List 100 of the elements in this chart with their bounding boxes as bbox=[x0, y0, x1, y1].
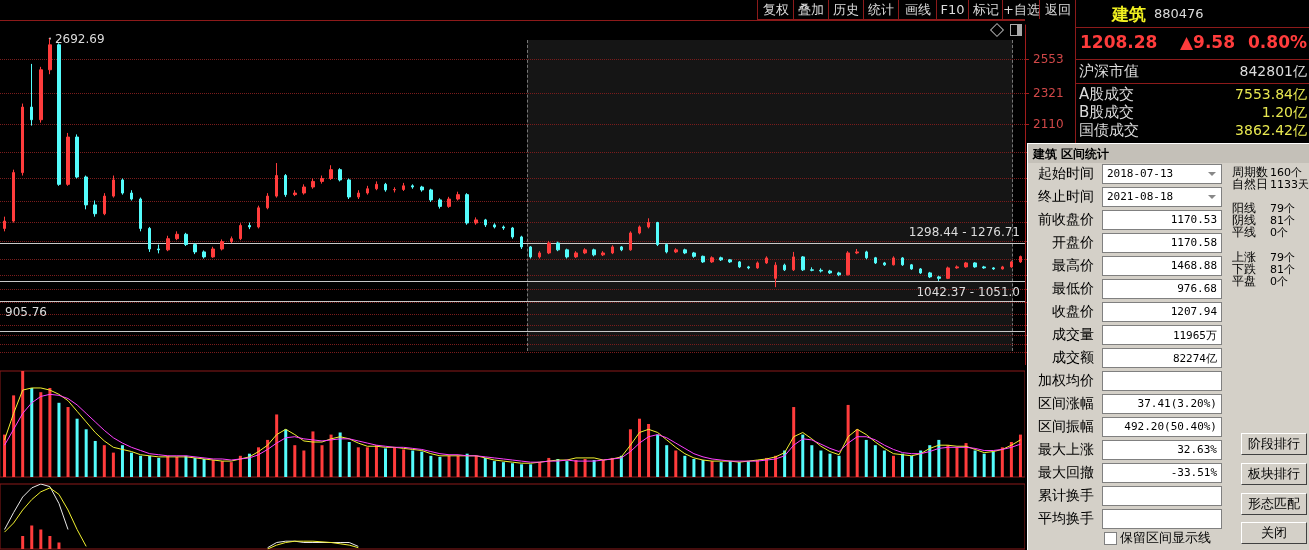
candlestick bbox=[883, 261, 886, 267]
bar bbox=[955, 447, 959, 477]
candlestick bbox=[447, 196, 451, 209]
text: 82274亿 bbox=[1172, 351, 1217, 366]
text: 2021-08-18 bbox=[1107, 190, 1174, 203]
candlestick bbox=[429, 188, 433, 203]
bar bbox=[674, 450, 678, 477]
text: 2018-07-13 bbox=[1107, 167, 1174, 180]
text: 平均换手 bbox=[1037, 510, 1094, 528]
bar bbox=[384, 448, 388, 477]
candlestick bbox=[121, 177, 124, 196]
text: 最大上涨 bbox=[1037, 441, 1094, 459]
bar bbox=[501, 462, 505, 477]
bar bbox=[57, 542, 61, 549]
text: 画线 bbox=[898, 0, 936, 19]
candlestick bbox=[738, 260, 741, 269]
candlestick bbox=[982, 265, 986, 270]
text: 返回 bbox=[1039, 0, 1075, 19]
bar bbox=[973, 450, 977, 477]
candlestick bbox=[892, 255, 895, 266]
bar bbox=[284, 429, 288, 477]
candlestick bbox=[130, 189, 133, 202]
candlestick bbox=[656, 221, 659, 247]
candlestick bbox=[919, 267, 922, 275]
candlestick bbox=[384, 182, 387, 193]
candlestick bbox=[547, 240, 551, 255]
bar bbox=[683, 455, 687, 477]
text: 3862.42亿 bbox=[1235, 121, 1307, 139]
annotation: 2692.69 bbox=[54, 31, 105, 46]
candlestick bbox=[692, 251, 696, 259]
candlestick bbox=[57, 42, 61, 187]
text: 7553.84亿 bbox=[1235, 85, 1307, 103]
bar bbox=[374, 445, 378, 477]
candlestick bbox=[747, 265, 750, 270]
candlestick bbox=[992, 266, 995, 271]
candlestick bbox=[674, 247, 678, 254]
bar bbox=[148, 455, 152, 477]
candlestick bbox=[1019, 255, 1022, 264]
bar bbox=[538, 462, 542, 477]
text: 1133天 bbox=[1270, 178, 1309, 191]
text: 阴线 bbox=[1232, 213, 1256, 227]
bar bbox=[1000, 447, 1004, 477]
text: 周期数 bbox=[1232, 165, 1268, 179]
candlestick bbox=[438, 197, 442, 210]
text: 累计换手 bbox=[1037, 487, 1094, 505]
bar bbox=[901, 453, 905, 477]
bar bbox=[320, 445, 324, 477]
candlestick bbox=[484, 218, 487, 228]
candlestick bbox=[601, 250, 605, 257]
candlestick bbox=[347, 177, 351, 200]
text: 37.41(3.20%) bbox=[1137, 397, 1217, 410]
bar bbox=[447, 455, 451, 477]
bar bbox=[75, 418, 79, 477]
candlestick bbox=[112, 175, 115, 199]
candlestick bbox=[865, 250, 868, 260]
text: 最高价 bbox=[1051, 257, 1094, 275]
text: 最低价 bbox=[1051, 280, 1094, 298]
ref-line-label: 1042.37 - 1051.0 bbox=[916, 284, 1020, 299]
bar bbox=[982, 453, 986, 477]
candlestick bbox=[855, 248, 859, 255]
candlestick bbox=[874, 256, 877, 265]
bar bbox=[12, 395, 16, 477]
candlestick bbox=[311, 177, 315, 190]
bar bbox=[456, 455, 460, 477]
text: 开盘价 bbox=[1051, 234, 1094, 252]
candlestick bbox=[148, 226, 151, 253]
text: 终止时间 bbox=[1037, 188, 1094, 206]
bar bbox=[637, 418, 641, 477]
bar bbox=[175, 456, 179, 477]
bar bbox=[728, 461, 732, 477]
bar bbox=[229, 462, 233, 477]
text: 880476 bbox=[1154, 6, 1204, 21]
candlestick bbox=[230, 235, 233, 244]
bar bbox=[520, 464, 524, 477]
bar bbox=[737, 462, 741, 477]
text: 平线 bbox=[1232, 225, 1256, 239]
bar bbox=[547, 457, 551, 477]
bar bbox=[628, 429, 632, 477]
candlestick bbox=[955, 264, 959, 270]
candlestick bbox=[302, 183, 306, 196]
candlestick bbox=[193, 242, 197, 255]
bar bbox=[302, 450, 306, 477]
bar bbox=[93, 440, 97, 477]
bar bbox=[30, 525, 34, 549]
candlestick bbox=[420, 185, 424, 193]
text: 1170.53 bbox=[1170, 213, 1217, 226]
bar bbox=[483, 457, 487, 477]
candlestick bbox=[474, 216, 478, 226]
bar bbox=[928, 445, 932, 477]
candlestick bbox=[801, 255, 805, 272]
candlestick bbox=[320, 175, 324, 185]
candlestick bbox=[402, 182, 405, 192]
candlestick bbox=[266, 192, 269, 210]
bar bbox=[946, 445, 950, 477]
candlestick bbox=[357, 189, 360, 200]
candlestick bbox=[792, 251, 795, 272]
text: 前收盘价 bbox=[1037, 211, 1094, 229]
candlestick bbox=[828, 269, 832, 275]
candlestick bbox=[220, 238, 224, 251]
candlestick bbox=[556, 241, 560, 252]
